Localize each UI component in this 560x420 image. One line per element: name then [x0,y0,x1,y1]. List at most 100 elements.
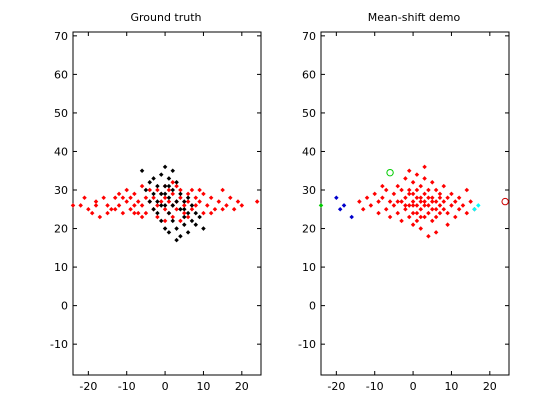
right-data-point-series-0 [399,218,404,224]
right-data-point-series-0 [383,187,389,193]
left-data-point-series-0 [212,207,218,212]
right-data-point-series-0 [403,207,408,212]
right-data-points [318,164,509,239]
right-data-point-series-0 [410,180,416,185]
left-y-tick-label: 30 [54,184,68,197]
left-data-point-series-1 [151,176,156,181]
left-y-tick-label: 10 [54,261,68,274]
right-data-point-series-0 [426,233,431,239]
right-data-point-series-0 [414,195,420,200]
right-data-point-series-0 [468,199,473,204]
right-data-point-series-0 [387,199,393,204]
right-data-point-series-0 [460,203,466,208]
left-data-point-series-0 [109,207,114,212]
right-data-point-series-1 [337,207,343,212]
left-data-point-series-0 [116,203,122,208]
right-data-point-series-0 [383,207,389,212]
right-data-point-series-0 [433,187,439,193]
right-data-point-series-0 [403,203,408,208]
left-data-point-series-0 [201,191,206,197]
right-chart-title: Mean-shift demo [368,11,461,24]
right-data-point-series-0 [449,203,454,208]
right-data-point-series-0 [406,191,412,197]
right-data-point-series-0 [410,222,416,227]
left-data-point-series-1 [182,199,187,204]
right-y-tick-label: 30 [302,184,316,197]
right-data-point-series-0 [422,203,427,208]
right-data-point-series-0 [410,199,416,204]
right-data-point-series-0 [441,183,447,189]
left-data-point-series-0 [155,187,160,193]
left-data-point-series-0 [216,199,222,204]
right-data-point-series-0 [391,203,397,208]
right-data-point-series-0 [453,214,458,220]
left-y-tick-label: 0 [61,300,68,313]
left-x-tick-label: -20 [79,380,97,393]
left-data-point-series-0 [220,187,225,193]
left-data-point-series-0 [139,214,145,220]
left-data-point-series-0 [182,203,187,208]
left-data-point-series-1 [166,230,172,235]
left-x-tick-label: 0 [162,380,169,393]
left-data-point-series-1 [166,210,172,216]
left-data-point-series-1 [170,187,176,193]
right-data-point-series-0 [406,187,412,193]
right-x-tick-label: 10 [444,380,458,393]
left-y-tick-label: -10 [50,338,68,351]
left-data-point-series-0 [105,210,110,216]
left-data-point-series-0 [201,210,206,216]
right-y-tick-label: -10 [298,338,316,351]
left-data-point-series-1 [158,218,164,224]
right-data-point-series-0 [414,172,420,177]
right-data-point-series-0 [437,210,443,216]
right-data-point-series-0 [445,222,450,227]
right-data-point-series-0 [456,195,462,200]
left-data-point-series-1 [178,191,183,197]
left-data-point-series-0 [178,195,183,200]
right-data-point-series-0 [387,214,393,220]
right-data-point-series-0 [376,210,381,216]
right-data-point-series-0 [406,214,412,220]
right-data-point-series-0 [403,176,408,181]
right-data-point-series-0 [418,207,424,212]
right-y-tick-label: 0 [309,300,316,313]
left-data-point-series-1 [139,168,145,174]
right-data-point-series-0 [376,199,381,204]
right-data-point-series-0 [368,203,374,208]
left-y-tick-label: 60 [54,68,68,81]
right-data-point-series-0 [364,195,370,200]
left-data-point-series-0 [89,210,95,216]
left-data-point-series-1 [185,195,191,200]
left-data-point-series-0 [197,187,202,193]
right-data-point-series-0 [360,207,366,212]
left-data-point-series-0 [254,199,260,204]
right-y-tick-label: 70 [302,30,316,43]
right-y-tick-label: 10 [302,261,316,274]
right-data-point-series-0 [449,191,454,197]
left-data-point-series-0 [112,195,118,200]
right-data-point-series-0 [414,218,420,224]
left-data-point-series-1 [170,218,176,224]
left-data-point-series-0 [82,195,87,200]
left-data-point-series-0 [151,195,156,200]
left-data-point-series-0 [97,214,103,220]
right-data-point-series-0 [395,210,400,216]
right-data-point-series-0 [430,180,435,185]
left-data-point-series-1 [170,168,176,174]
left-data-point-series-0 [178,218,183,224]
right-data-point-series-0 [453,199,458,204]
left-data-point-series-0 [86,207,91,212]
left-data-point-series-0 [124,199,129,204]
right-x-tick-label: -20 [327,380,345,393]
right-data-point-series-0 [426,195,431,200]
right-data-point-series-0 [418,183,424,189]
right-y-tick-label: 40 [302,145,316,158]
left-data-point-series-0 [231,207,237,212]
left-data-point-series-0 [205,203,210,208]
left-data-point-series-0 [128,207,133,212]
left-data-point-series-1 [162,164,168,170]
left-data-point-series-0 [132,210,137,216]
left-data-point-series-0 [70,203,76,208]
left-data-point-series-1 [151,191,156,197]
